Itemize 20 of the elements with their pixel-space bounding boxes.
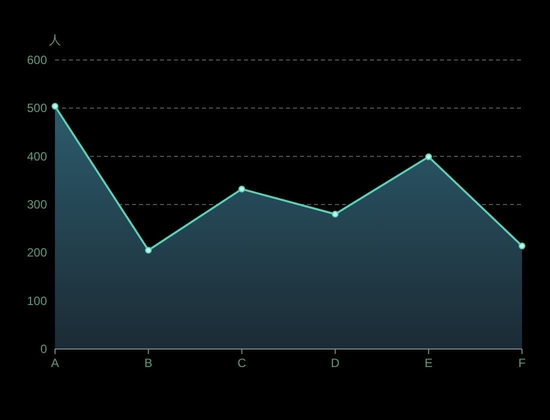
x-tick-label: D xyxy=(330,356,340,370)
point xyxy=(425,153,432,160)
x-tick-label: B xyxy=(144,356,152,370)
point xyxy=(332,210,339,218)
x-tick-label: A xyxy=(50,356,60,370)
point xyxy=(238,186,246,192)
x-tick-label: E xyxy=(424,356,433,370)
point xyxy=(518,242,526,250)
y-tick-label: 500 xyxy=(26,101,48,116)
y-tick-label: 100 xyxy=(26,294,48,308)
x-tick-label: C xyxy=(237,356,246,370)
x-tick-label: F xyxy=(518,356,526,370)
y-tick-label: 600 xyxy=(26,53,48,67)
y-tick-label: 200 xyxy=(26,246,48,260)
point xyxy=(145,246,152,254)
point xyxy=(52,102,58,110)
y-tick-label: 300 xyxy=(26,198,48,212)
y-tick-label: 400 xyxy=(26,149,48,164)
y-tick-label: 0 xyxy=(40,342,48,356)
y-axis-title: 人 xyxy=(49,33,61,47)
